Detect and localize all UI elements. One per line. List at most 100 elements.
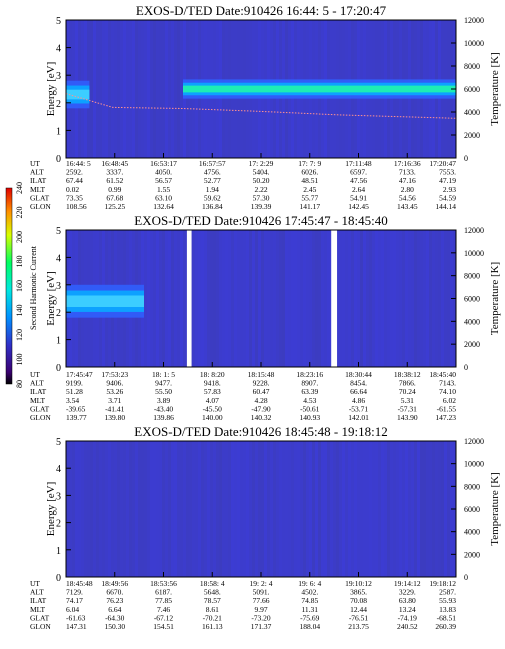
spectrogram-column bbox=[240, 441, 243, 577]
spectrogram-column bbox=[342, 230, 345, 367]
orbit-cell: 9477. bbox=[155, 379, 172, 388]
orbit-cell: 2.22 bbox=[254, 185, 267, 194]
orbit-cell: 147.23 bbox=[435, 413, 456, 422]
spectrogram-column bbox=[123, 441, 126, 577]
y-tick-label: 0 bbox=[56, 363, 61, 374]
spectrogram-column bbox=[75, 441, 78, 577]
spectrogram-column bbox=[297, 441, 300, 577]
orbit-cell: 18:15:48 bbox=[248, 370, 275, 379]
orbit-cell: 240.52 bbox=[397, 622, 418, 631]
spectrogram-column bbox=[246, 441, 249, 577]
orbit-row-label: GLON bbox=[30, 413, 51, 422]
orbit-cell: 4.28 bbox=[254, 396, 267, 405]
spectrogram-column bbox=[369, 230, 372, 367]
spectrogram-column bbox=[198, 441, 201, 577]
spectrogram-column bbox=[399, 441, 402, 577]
spectrogram-column bbox=[243, 441, 246, 577]
spectrogram-column bbox=[324, 441, 327, 577]
spectrogram-column bbox=[99, 20, 102, 158]
spectrogram-column bbox=[135, 20, 138, 158]
spectrogram-column bbox=[201, 230, 204, 367]
y2-tick-label: 10000 bbox=[464, 39, 484, 48]
spectrogram-column bbox=[375, 230, 378, 367]
spectrogram-column bbox=[447, 441, 450, 577]
spectrogram-column bbox=[114, 20, 117, 158]
y2-tick-label: 4000 bbox=[464, 528, 480, 537]
orbit-cell: 213.75 bbox=[348, 622, 369, 631]
colorbar-tick-label: 200 bbox=[15, 231, 24, 243]
orbit-cell: 8907. bbox=[301, 379, 318, 388]
spectrogram-column bbox=[126, 20, 129, 158]
spectrogram-column bbox=[105, 20, 108, 158]
y-tick-label: 4 bbox=[56, 44, 61, 55]
spectrogram-column bbox=[375, 441, 378, 577]
spectrogram-column bbox=[381, 441, 384, 577]
y2-tick-label: 6000 bbox=[464, 505, 480, 514]
orbit-row-label: UT bbox=[30, 579, 40, 588]
orbit-cell: -57.31 bbox=[398, 404, 418, 413]
spectrogram-column bbox=[330, 441, 333, 577]
orbit-cell: 3229. bbox=[399, 588, 416, 597]
orbit-cell: 11.31 bbox=[301, 605, 318, 614]
spectrogram-column bbox=[90, 20, 93, 158]
spectrogram-column bbox=[147, 230, 150, 367]
spectrogram-column bbox=[321, 230, 324, 367]
orbit-cell: 70.08 bbox=[350, 596, 367, 605]
y2-axis-label: Temperature [K] bbox=[489, 52, 501, 125]
orbit-cell: 19:18:12 bbox=[429, 579, 456, 588]
orbit-row-label: UT bbox=[30, 370, 40, 379]
orbit-cell: 13.83 bbox=[439, 605, 456, 614]
orbit-cell: 142.01 bbox=[348, 413, 369, 422]
spectrogram-column bbox=[135, 441, 138, 577]
spectrogram-column bbox=[213, 230, 216, 367]
orbit-cell: 18:58: 4 bbox=[200, 579, 225, 588]
orbit-row-label: MLT bbox=[30, 396, 46, 405]
orbit-cell: 5.31 bbox=[401, 396, 414, 405]
y2-tick-label: 2000 bbox=[464, 131, 480, 140]
spectrogram-column bbox=[96, 20, 99, 158]
spectrogram-column bbox=[237, 441, 240, 577]
orbit-cell: 60.47 bbox=[253, 387, 270, 396]
spectrogram-column bbox=[261, 441, 264, 577]
spectrogram-column bbox=[117, 20, 120, 158]
orbit-row-label: GLON bbox=[30, 202, 51, 211]
spectrogram-column bbox=[429, 441, 432, 577]
spectrogram-column bbox=[99, 441, 102, 577]
spectrogram-column bbox=[414, 441, 417, 577]
spectrogram-column bbox=[345, 230, 348, 367]
orbit-cell: 18:45:40 bbox=[429, 370, 456, 379]
orbit-cell: 132.64 bbox=[153, 202, 174, 211]
orbit-cell: 54.56 bbox=[399, 193, 416, 202]
y-axis-label: Energy [eV] bbox=[45, 62, 57, 116]
spectrogram-column bbox=[213, 441, 216, 577]
orbit-row-label: GLAT bbox=[30, 404, 50, 413]
spectrogram-column bbox=[354, 441, 357, 577]
orbit-cell: 67.44 bbox=[66, 176, 83, 185]
y2-tick-label: 0 bbox=[464, 154, 468, 163]
spectrogram-column bbox=[411, 230, 414, 367]
orbit-cell: 18:45:48 bbox=[66, 579, 93, 588]
spectrogram-column bbox=[237, 230, 240, 367]
spectrogram-column bbox=[168, 230, 171, 367]
orbit-cell: 2592. bbox=[66, 168, 83, 177]
spectrogram-column bbox=[255, 230, 258, 367]
orbit-cell: 63.39 bbox=[301, 387, 318, 396]
spectrogram-column bbox=[234, 441, 237, 577]
spectrogram-column bbox=[291, 441, 294, 577]
spectrogram-column bbox=[393, 230, 396, 367]
spectrogram-column bbox=[81, 441, 84, 577]
y2-tick-label: 6000 bbox=[464, 295, 480, 304]
spectrogram-column bbox=[273, 230, 276, 367]
orbit-cell: 55.93 bbox=[439, 596, 456, 605]
spectrogram-column bbox=[66, 441, 69, 577]
y-tick-label: 2 bbox=[56, 308, 61, 319]
orbit-cell: 12.44 bbox=[350, 605, 367, 614]
orbit-row-label: GLON bbox=[30, 622, 51, 631]
orbit-cell: 18: 8:20 bbox=[200, 370, 225, 379]
spectrogram-column bbox=[159, 230, 162, 367]
spectrogram-column bbox=[177, 230, 180, 367]
spectrogram-column bbox=[93, 441, 96, 577]
spectrogram-column bbox=[348, 441, 351, 577]
spectrogram-column bbox=[180, 230, 183, 367]
orbit-cell: 5404. bbox=[253, 168, 270, 177]
